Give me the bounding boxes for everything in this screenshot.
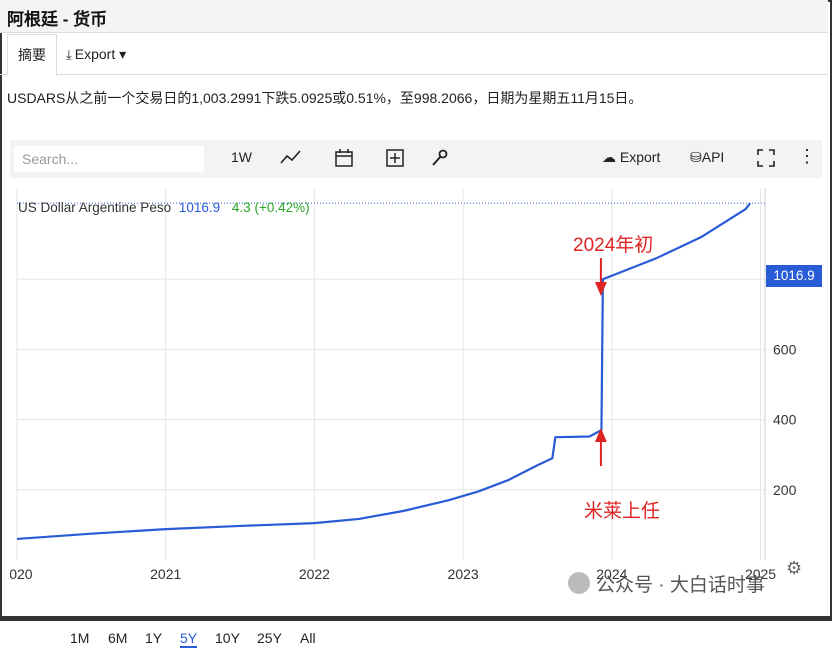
x-tick-label: 2024 — [596, 566, 627, 582]
summary-text: USDARS从之前一个交易日的1,003.2991下跌5.0925或0.51%，… — [7, 90, 643, 106]
api-label: API — [701, 149, 725, 165]
line-chart-icon[interactable] — [280, 148, 302, 169]
x-tick-label: 2025 — [745, 566, 776, 582]
add-indicator-icon[interactable] — [385, 148, 405, 171]
legend-value: 1016.9 — [178, 200, 221, 215]
x-tick-label: 2023 — [448, 566, 479, 582]
range-10y[interactable]: 10Y — [215, 630, 240, 646]
cloud-download-icon: ☁ — [602, 149, 616, 165]
y-tick-label: 600 — [773, 341, 797, 357]
tab-bar: 摘要 ⤓ Export ▾ — [0, 34, 828, 76]
range-1m[interactable]: 1M — [70, 630, 90, 646]
x-tick-label: 2022 — [299, 566, 330, 582]
annotation-early-2024: 2024年初 — [573, 235, 654, 256]
last-value-label: 1016.9 — [766, 265, 822, 287]
calendar-icon[interactable] — [334, 148, 354, 171]
tab-export[interactable]: ⤓ Export ▾ — [56, 34, 136, 74]
tab-export-label: Export — [74, 46, 116, 62]
export-label: Export — [619, 149, 661, 165]
plot-area: 200400600800202020212022202320242025 US … — [10, 178, 822, 648]
y-tick-label: 400 — [773, 412, 797, 428]
api-button[interactable]: ⛁API — [690, 149, 724, 166]
chart-toolbar: 1W ☁ Export ⛁API ⋮ — [10, 140, 822, 178]
x-tick-label: 2021 — [150, 566, 181, 582]
legend-series-name: US Dollar Argentine Peso — [18, 200, 172, 215]
page-title: 阿根廷 - 货币 — [7, 10, 108, 29]
chart-legend: US Dollar Argentine Peso 1016.9 4.3 (+0.… — [18, 200, 310, 215]
download-icon: ⤓ — [66, 47, 72, 62]
chart-panel: 1W ☁ Export ⛁API ⋮ 200400600800202020212… — [10, 140, 822, 648]
annotation-milei: 米莱上任 — [584, 501, 661, 522]
range-1y[interactable]: 1Y — [145, 630, 163, 646]
export-button[interactable]: ☁ Export — [602, 149, 660, 166]
fullscreen-icon[interactable] — [756, 148, 776, 171]
watermark-text: 公众号 · 大白话时事 — [596, 575, 765, 596]
range-all[interactable]: All — [300, 630, 316, 646]
tab-summary[interactable]: 摘要 — [7, 34, 57, 76]
title-bar: 阿根廷 - 货币 — [0, 0, 828, 33]
legend-change: 4.3 (+0.42%) — [231, 200, 310, 215]
range-25y[interactable]: 25Y — [257, 630, 282, 646]
range-5y[interactable]: 5Y — [180, 630, 198, 648]
arrow-top-head — [594, 282, 607, 296]
series-line — [16, 202, 752, 541]
wechat-icon — [568, 572, 590, 594]
search-input[interactable] — [14, 146, 204, 172]
period-button[interactable]: 1W — [231, 149, 252, 165]
more-menu-icon[interactable]: ⋮ — [798, 146, 816, 166]
gear-icon[interactable]: ⚙ — [786, 558, 803, 578]
database-icon: ⛁ — [690, 149, 702, 165]
arrow-bottom-head — [594, 428, 607, 442]
caret-down-icon: ▾ — [115, 46, 127, 62]
y-tick-label: 200 — [773, 482, 797, 498]
wrench-icon[interactable] — [429, 148, 449, 171]
watermark: 公众号 · 大白话时事 — [568, 570, 765, 597]
range-6m[interactable]: 6M — [108, 630, 128, 646]
line-chart: 200400600800202020212022202320242025 — [10, 188, 797, 582]
